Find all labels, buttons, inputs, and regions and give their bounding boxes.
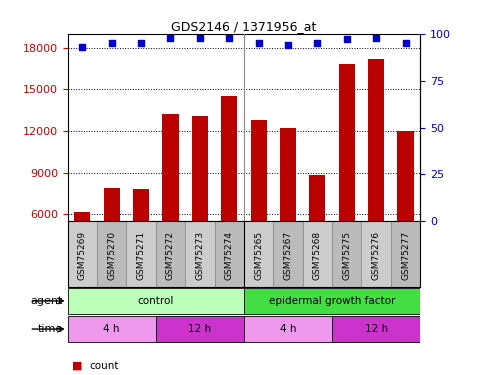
Text: control: control: [138, 296, 174, 306]
Bar: [185, 221, 214, 287]
Bar: [368, 59, 384, 298]
Point: [226, 34, 233, 40]
Point: [196, 34, 204, 40]
Bar: [133, 189, 149, 298]
Point: [137, 40, 145, 46]
Bar: [214, 221, 244, 287]
Bar: [251, 120, 267, 298]
Point: [284, 42, 292, 48]
Text: time: time: [38, 324, 63, 334]
Bar: [156, 221, 185, 287]
Bar: [332, 221, 361, 287]
Text: GSM75268: GSM75268: [313, 231, 322, 280]
Bar: [273, 221, 303, 287]
Text: count: count: [89, 361, 119, 370]
Point: [343, 36, 351, 42]
Text: 12 h: 12 h: [365, 324, 388, 334]
Text: 12 h: 12 h: [188, 324, 212, 334]
Title: GDS2146 / 1371956_at: GDS2146 / 1371956_at: [171, 20, 316, 33]
Point: [313, 40, 321, 46]
Text: GSM75276: GSM75276: [371, 231, 381, 280]
Bar: [68, 221, 97, 287]
Bar: [309, 176, 326, 298]
Text: GSM75277: GSM75277: [401, 231, 410, 280]
Bar: [244, 316, 332, 342]
Point: [255, 40, 262, 46]
Bar: [303, 221, 332, 287]
Text: GSM75267: GSM75267: [284, 231, 293, 280]
Point: [167, 34, 174, 40]
Point: [402, 40, 410, 46]
Bar: [244, 221, 273, 287]
Bar: [68, 288, 244, 314]
Point: [78, 44, 86, 50]
Bar: [162, 114, 179, 298]
Bar: [361, 221, 391, 287]
Bar: [391, 221, 420, 287]
Text: GSM75265: GSM75265: [254, 231, 263, 280]
Bar: [398, 131, 413, 298]
Text: epidermal growth factor: epidermal growth factor: [269, 296, 395, 306]
Bar: [244, 288, 420, 314]
Bar: [332, 316, 420, 342]
Bar: [74, 211, 90, 298]
Text: 4 h: 4 h: [103, 324, 120, 334]
Text: GSM75271: GSM75271: [137, 231, 145, 280]
Text: ■: ■: [72, 361, 83, 370]
Point: [108, 40, 115, 46]
Text: agent: agent: [30, 296, 63, 306]
Text: GSM75270: GSM75270: [107, 231, 116, 280]
Bar: [192, 116, 208, 298]
Bar: [97, 221, 127, 287]
Point: [372, 34, 380, 40]
Bar: [156, 316, 244, 342]
Bar: [104, 188, 120, 298]
Bar: [280, 128, 296, 298]
Text: GSM75273: GSM75273: [195, 231, 204, 280]
Bar: [68, 316, 156, 342]
Text: GSM75275: GSM75275: [342, 231, 351, 280]
Text: GSM75272: GSM75272: [166, 231, 175, 280]
Bar: [221, 96, 237, 298]
Bar: [339, 64, 355, 298]
Text: GSM75269: GSM75269: [78, 231, 87, 280]
Bar: [127, 221, 156, 287]
Text: GSM75274: GSM75274: [225, 231, 234, 280]
Text: 4 h: 4 h: [280, 324, 296, 334]
